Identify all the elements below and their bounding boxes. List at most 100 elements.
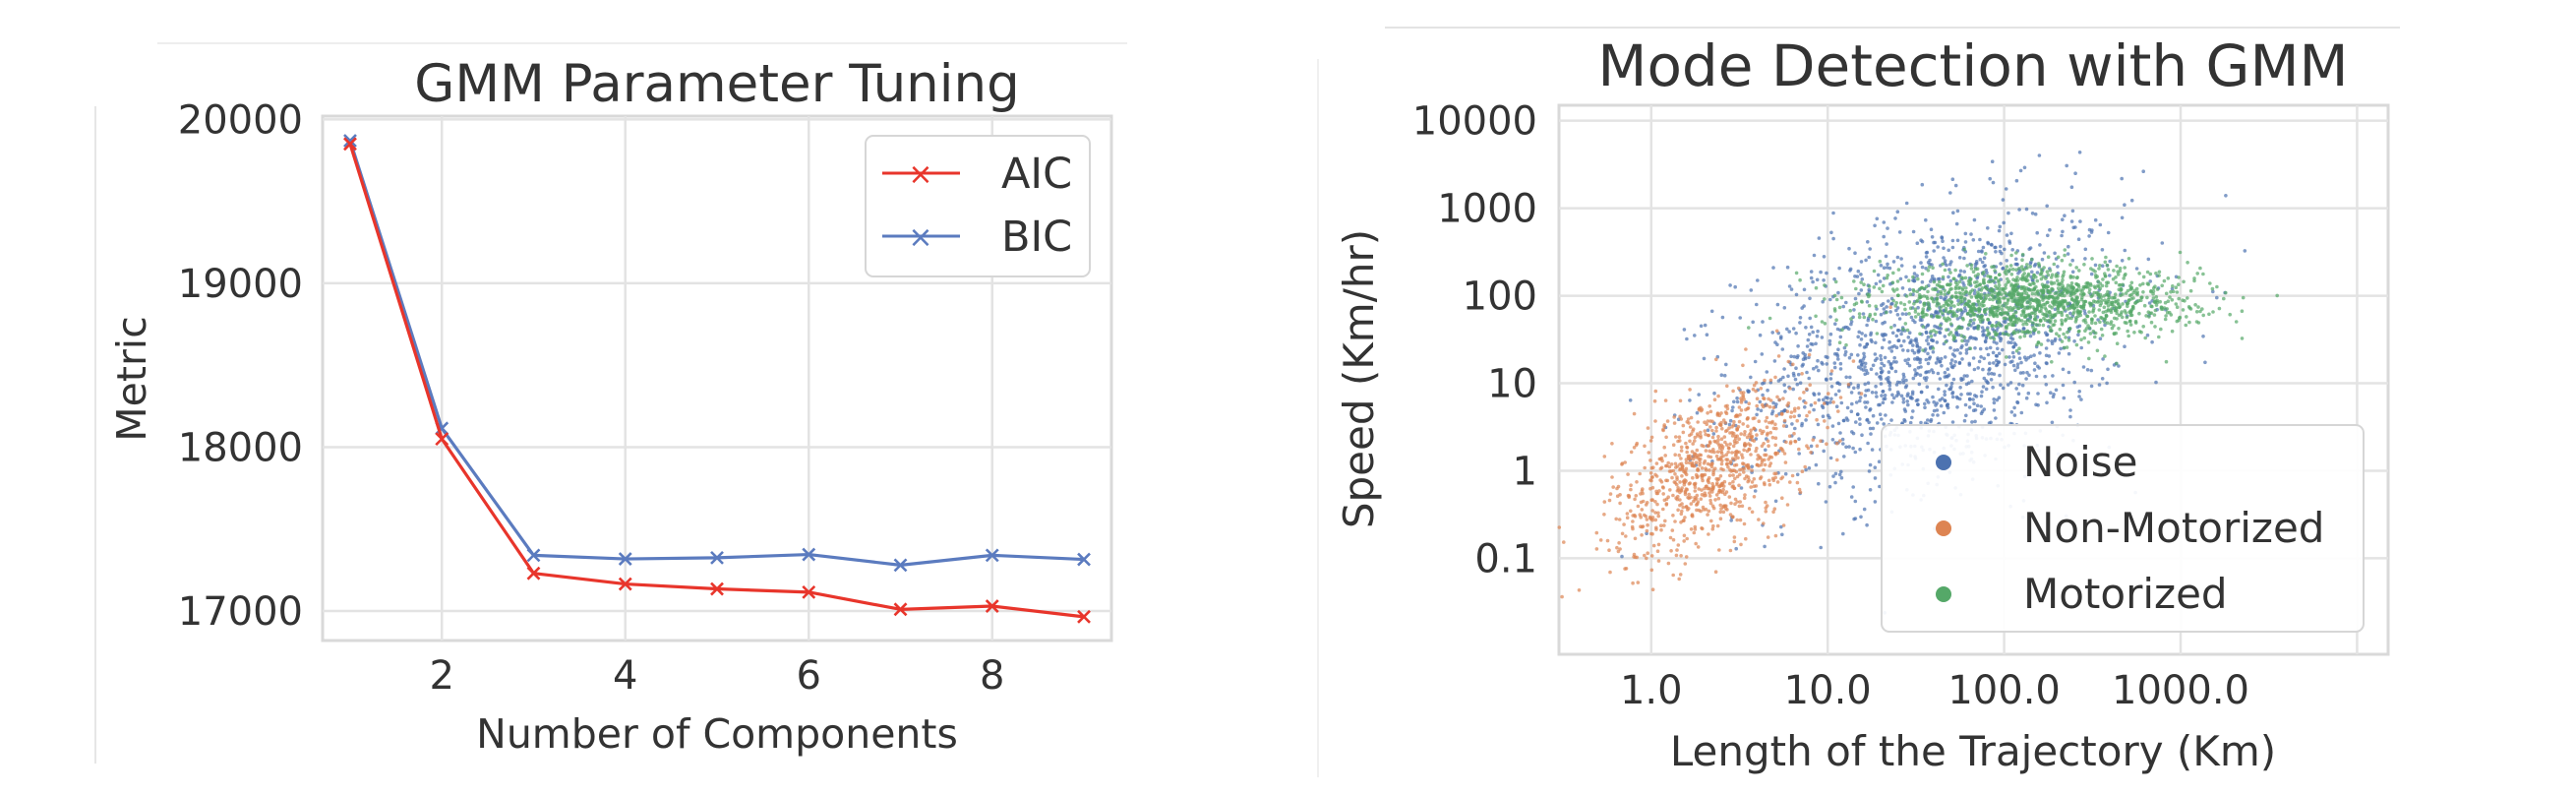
non-motorized-point: [1790, 473, 1795, 478]
chart-title: GMM Parameter Tuning: [414, 54, 1019, 114]
noise-point: [1682, 328, 1687, 332]
motorized-point: [2060, 321, 2065, 326]
noise-point: [2057, 351, 2062, 355]
motorized-point: [1837, 305, 1842, 310]
noise-point: [2013, 368, 2017, 373]
non-motorized-point: [1809, 451, 1813, 455]
motorized-point: [2115, 311, 2119, 316]
motorized-point: [1889, 326, 1893, 330]
noise-point: [1919, 261, 1923, 265]
motorized-point: [2039, 288, 2043, 293]
motorized-point: [2062, 273, 2066, 277]
non-motorized-point: [1728, 431, 1732, 435]
noise-point: [2024, 207, 2029, 212]
noise-point: [1855, 412, 1860, 417]
non-motorized-point: [1714, 482, 1719, 487]
noise-point: [1962, 374, 1967, 378]
non-motorized-point: [1720, 459, 1724, 463]
motorized-point: [2044, 276, 2048, 280]
non-motorized-point: [1704, 493, 1707, 498]
noise-point: [1803, 356, 1808, 361]
motorized-point: [2040, 304, 2044, 309]
motorized-point: [2196, 305, 2200, 309]
noise-point: [1882, 234, 1886, 239]
motorized-point: [2114, 275, 2118, 279]
non-motorized-point: [1648, 439, 1653, 443]
noise-point: [1809, 403, 1814, 407]
motorized-point: [2008, 264, 2013, 268]
non-motorized-point: [1759, 387, 1764, 391]
noise-point: [1863, 400, 1867, 404]
motorized-point: [2083, 318, 2087, 322]
noise-point: [1953, 183, 1958, 188]
noise-point: [1938, 276, 1942, 281]
non-motorized-point: [1696, 545, 1701, 549]
noise-point: [1955, 347, 1959, 352]
motorized-point: [2021, 322, 2025, 327]
non-motorized-point: [1725, 384, 1729, 389]
noise-point: [1979, 411, 1984, 416]
non-motorized-point: [1721, 510, 1726, 515]
non-motorized-point: [1747, 401, 1751, 406]
non-motorized-point: [1743, 476, 1747, 481]
non-motorized-point: [1704, 449, 1708, 453]
motorized-point: [2055, 291, 2060, 295]
noise-point: [1866, 441, 1870, 446]
noise-point: [1931, 395, 1935, 399]
motorized-point: [2033, 311, 2037, 316]
non-motorized-point: [1684, 555, 1689, 559]
noise-point: [1733, 284, 1737, 289]
noise-point: [1950, 177, 1955, 181]
motorized-point: [2009, 282, 2013, 286]
noise-point: [2079, 398, 2083, 401]
non-motorized-point: [1667, 469, 1672, 473]
noise-point: [1893, 369, 1898, 374]
noise-point: [1958, 269, 1963, 274]
motorized-point: [2065, 345, 2069, 349]
noise-point: [1849, 352, 1854, 357]
aic-point: [802, 584, 816, 599]
non-motorized-point: [1719, 466, 1723, 471]
non-motorized-point: [1772, 471, 1776, 476]
noise-point: [2070, 270, 2075, 275]
non-motorized-point: [1677, 435, 1682, 440]
noise-point: [2045, 400, 2049, 405]
noise-point: [2003, 362, 2007, 367]
non-motorized-point: [1757, 518, 1761, 521]
noise-point: [1940, 236, 1945, 240]
noise-point: [1809, 270, 1814, 274]
noise-point: [1899, 332, 1903, 336]
motorized-point: [1891, 298, 1895, 303]
motorized-point: [2016, 292, 2021, 297]
non-motorized-point: [1724, 490, 1729, 494]
non-motorized-point: [1781, 424, 1786, 428]
motorized-point: [1859, 280, 1863, 284]
motorized-point: [1954, 314, 1959, 318]
noise-point: [1915, 357, 1920, 362]
noise-point: [1744, 399, 1748, 404]
motorized-point: [1968, 309, 1972, 314]
noise-point: [1826, 396, 1829, 400]
noise-point: [1882, 307, 1887, 311]
noise-point: [1849, 320, 1854, 324]
noise-point: [1963, 231, 1968, 236]
noise-point: [1833, 471, 1838, 476]
non-motorized-point: [1645, 518, 1649, 521]
legend: Noise Non-Motorized Motorized: [1881, 424, 2365, 633]
motorized-point: [1926, 296, 1930, 301]
motorized-point: [1962, 336, 1967, 339]
motorized-point: [2028, 319, 2032, 324]
motorized-point: [1981, 272, 1985, 276]
motorized-point: [1747, 326, 1751, 330]
non-motorized-point: [1661, 428, 1665, 433]
non-motorized-point: [1746, 479, 1750, 484]
non-motorized-point: [1688, 388, 1692, 392]
non-motorized-point: [1647, 451, 1651, 455]
non-motorized-point: [1658, 457, 1663, 461]
noise-point: [1775, 302, 1780, 307]
motorized-point: [1972, 318, 1976, 322]
bic-point: [985, 548, 999, 563]
chart-title: Mode Detection with GMM: [1597, 32, 2348, 99]
non-motorized-point: [1700, 476, 1705, 480]
noise-point: [1886, 262, 1889, 267]
